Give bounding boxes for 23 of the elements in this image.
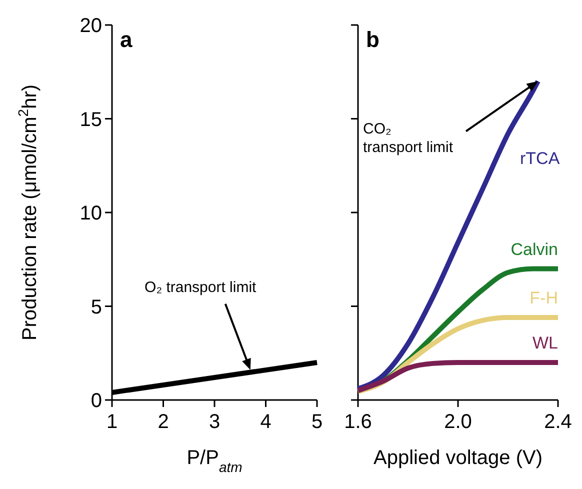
x-tick-label: 1.6 <box>344 411 372 433</box>
y-tick-label: 20 <box>80 15 102 37</box>
series-label: Calvin <box>510 240 558 259</box>
y-tick-label: 5 <box>90 296 102 318</box>
series-label: F-H <box>530 288 558 308</box>
y-tick-label: 15 <box>80 108 102 131</box>
x-tick-label: 2.0 <box>444 411 472 433</box>
series-label: rTCA <box>520 148 560 168</box>
annotation: O₂ transport limit <box>144 278 258 296</box>
y-tick-label: 10 <box>80 202 102 224</box>
x-tick-label: 2.4 <box>544 411 572 433</box>
annotation: CO₂ transport limit <box>363 120 454 156</box>
x-tick-label: 2 <box>158 411 169 433</box>
series-label: WL <box>532 334 558 352</box>
x-tick-label: 4 <box>260 411 272 433</box>
x-axis-title: P/P$_{atm}$ <box>186 447 243 475</box>
chart-title: b <box>366 27 380 52</box>
x-tick-label: 3 <box>208 411 220 433</box>
x-tick-label: 1 <box>106 411 118 433</box>
x-axis-title: Applied voltage (V) <box>374 447 542 469</box>
x-tick-label: 5 <box>311 411 323 433</box>
chart-title: a <box>120 27 133 52</box>
y-tick-label: 0 <box>90 390 102 412</box>
